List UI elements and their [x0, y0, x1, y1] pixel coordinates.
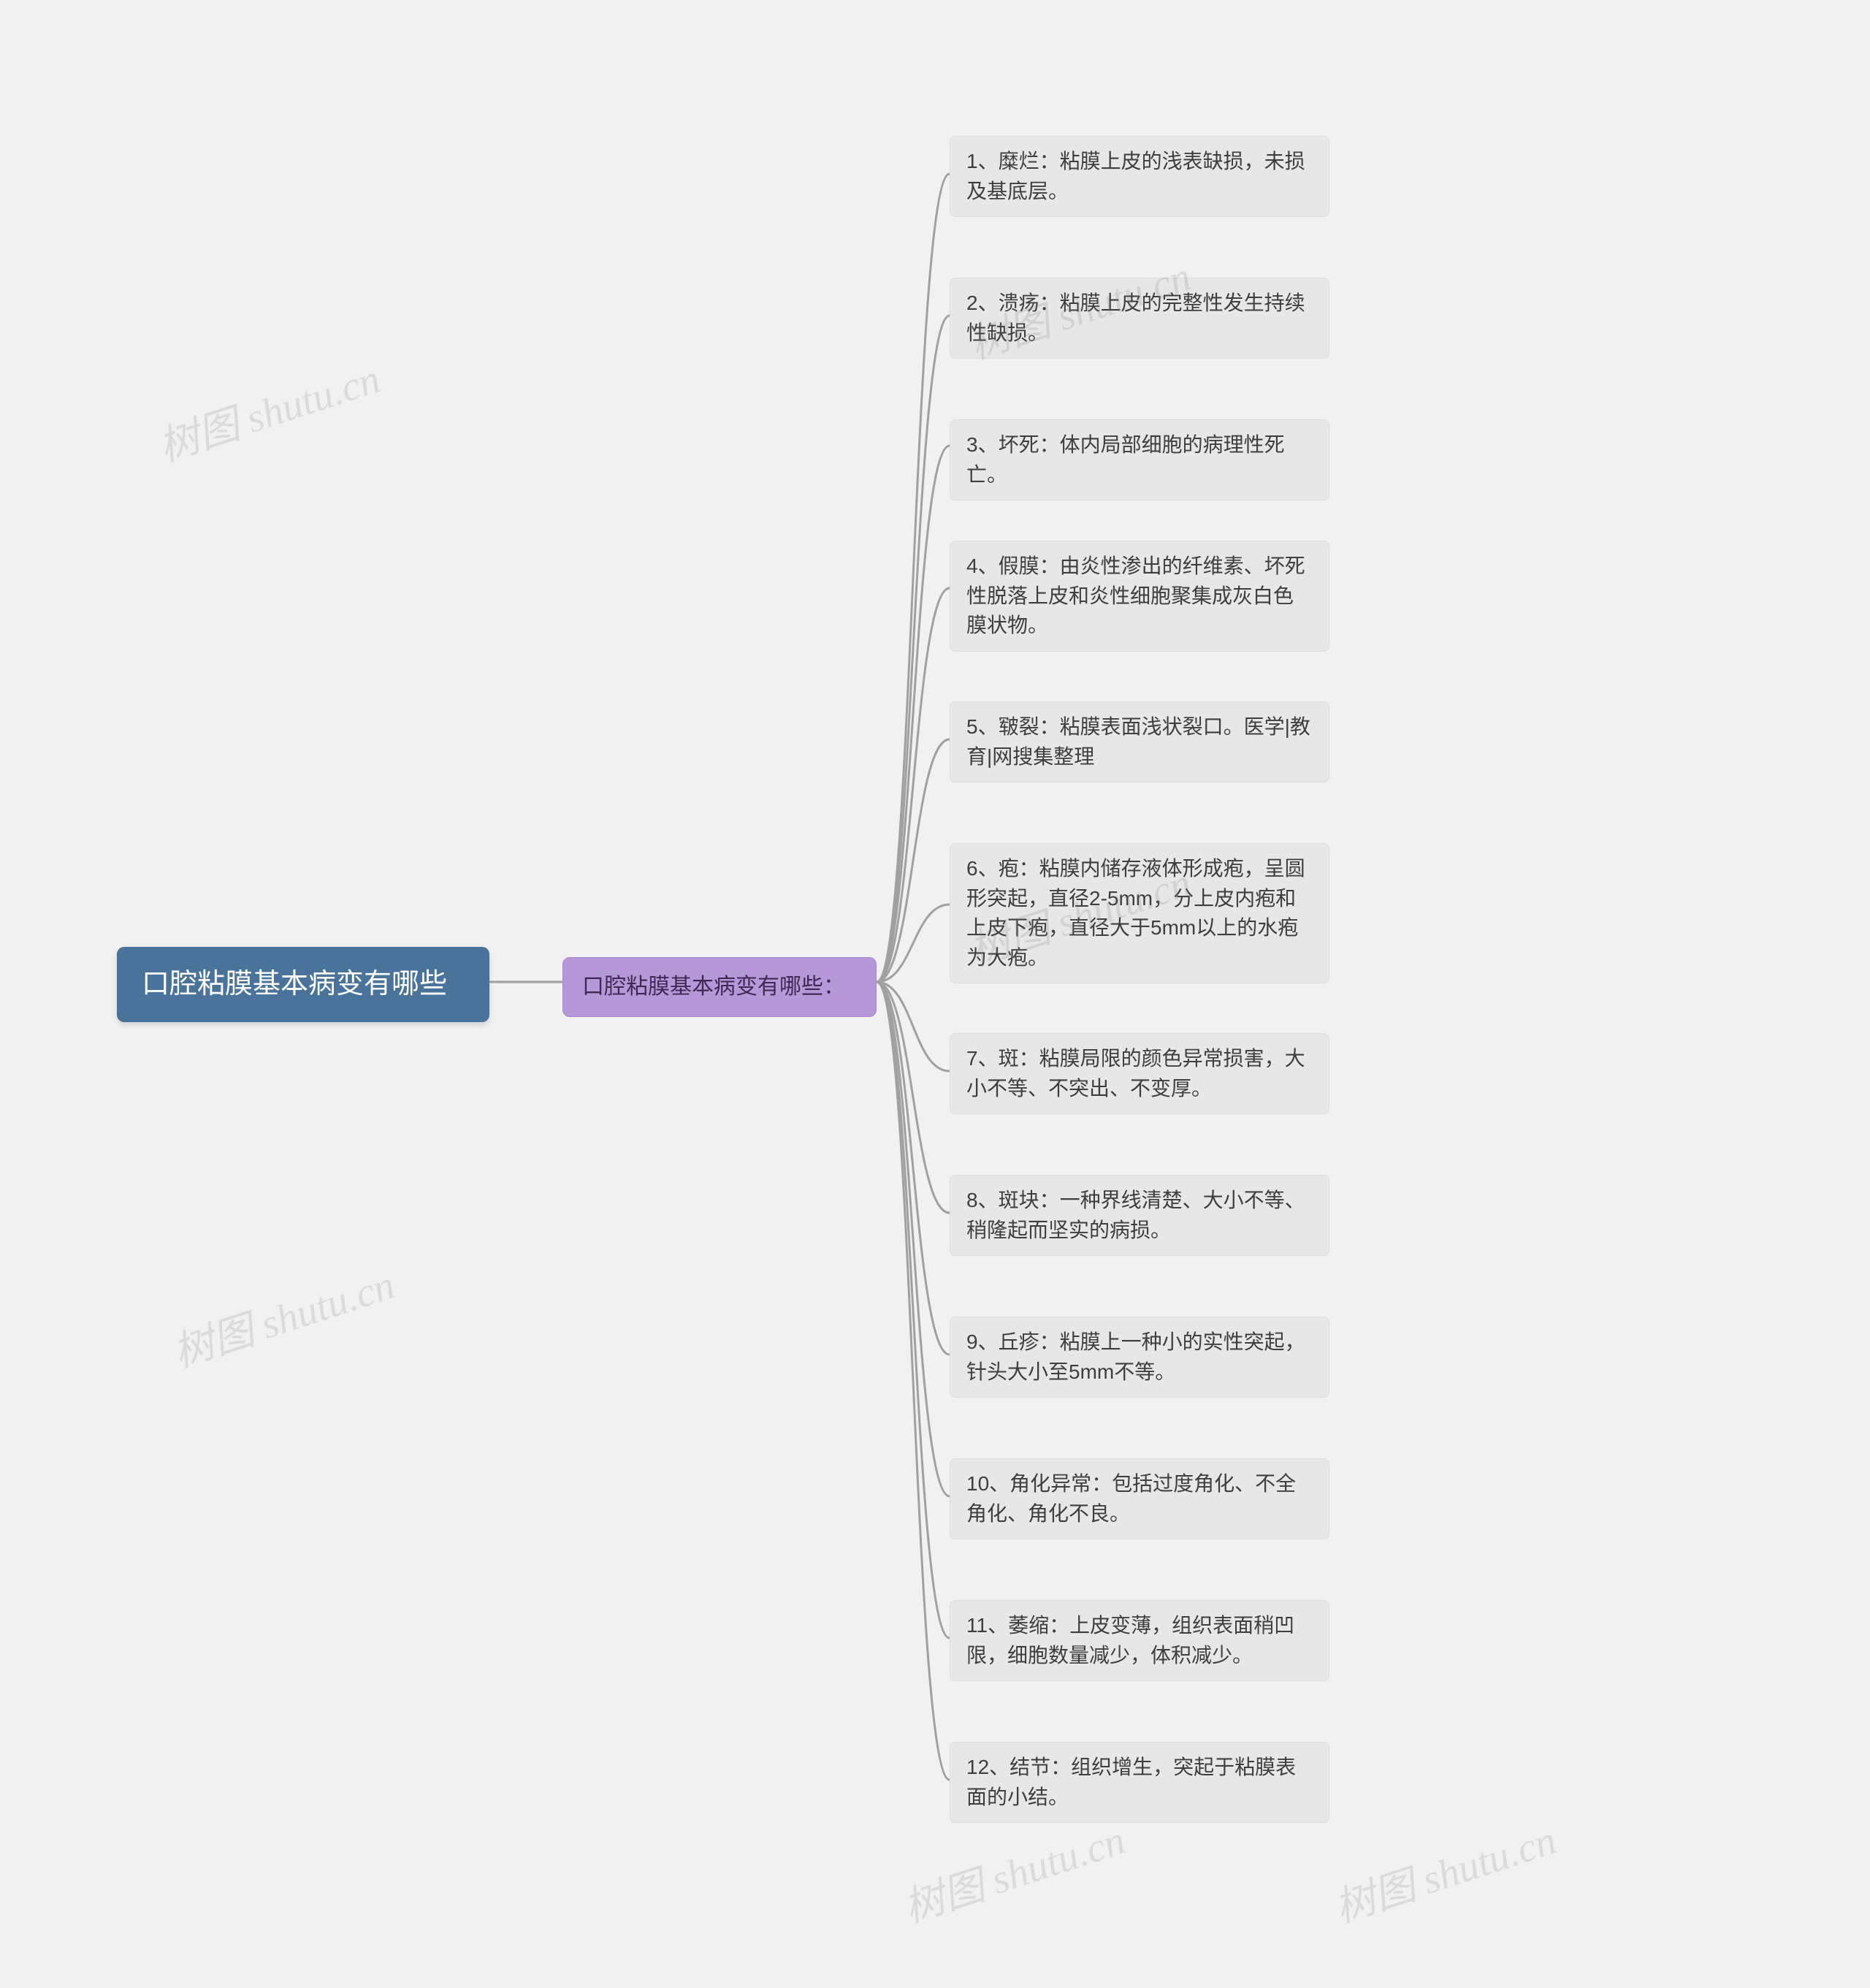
leaf-node[interactable]: 9、丘疹：粘膜上一种小的实性突起，针头大小至5mm不等。	[950, 1317, 1329, 1398]
leaf-node[interactable]: 2、溃疡：粘膜上皮的完整性发生持续性缺损。	[950, 278, 1329, 359]
watermark-text: 树图 shutu.cn	[895, 1807, 1131, 1934]
leaf-node[interactable]: 10、角化异常：包括过度角化、不全角化、角化不良。	[950, 1458, 1329, 1539]
leaf-node[interactable]: 8、斑块：一种界线清楚、大小不等、稍隆起而坚实的病损。	[950, 1175, 1329, 1256]
leaf-node[interactable]: 6、疱：粘膜内储存液体形成疱，呈圆形突起，直径2-5mm，分上皮内疱和上皮下疱，…	[950, 843, 1329, 983]
leaf-node[interactable]: 5、皲裂：粘膜表面浅状裂口。医学|教育|网搜集整理	[950, 701, 1329, 782]
leaf-node[interactable]: 3、坏死：体内局部细胞的病理性死亡。	[950, 419, 1329, 500]
watermark-text: 树图 shutu.cn	[1326, 1807, 1562, 1934]
leaf-node[interactable]: 1、糜烂：粘膜上皮的浅表缺损，未损及基底层。	[950, 136, 1329, 217]
leaf-node[interactable]: 12、结节：组织增生，突起于粘膜表面的小结。	[950, 1742, 1329, 1823]
watermark-text: 树图 shutu.cn	[150, 346, 386, 473]
leaf-node[interactable]: 4、假膜：由炎性渗出的纤维素、坏死性脱落上皮和炎性细胞聚集成灰白色膜状物。	[950, 541, 1329, 652]
watermark-text: 树图 shutu.cn	[164, 1252, 401, 1379]
root-node[interactable]: 口腔粘膜基本病变有哪些	[117, 947, 489, 1022]
leaf-node[interactable]: 7、斑：粘膜局限的颜色异常损害，大小不等、不突出、不变厚。	[950, 1033, 1329, 1114]
mindmap-canvas: 口腔粘膜基本病变有哪些 口腔粘膜基本病变有哪些： 1、糜烂：粘膜上皮的浅表缺损，…	[0, 0, 1870, 1988]
branch-node[interactable]: 口腔粘膜基本病变有哪些：	[562, 957, 877, 1017]
leaf-node[interactable]: 11、萎缩：上皮变薄，组织表面稍凹限，细胞数量减少，体积减少。	[950, 1600, 1329, 1681]
